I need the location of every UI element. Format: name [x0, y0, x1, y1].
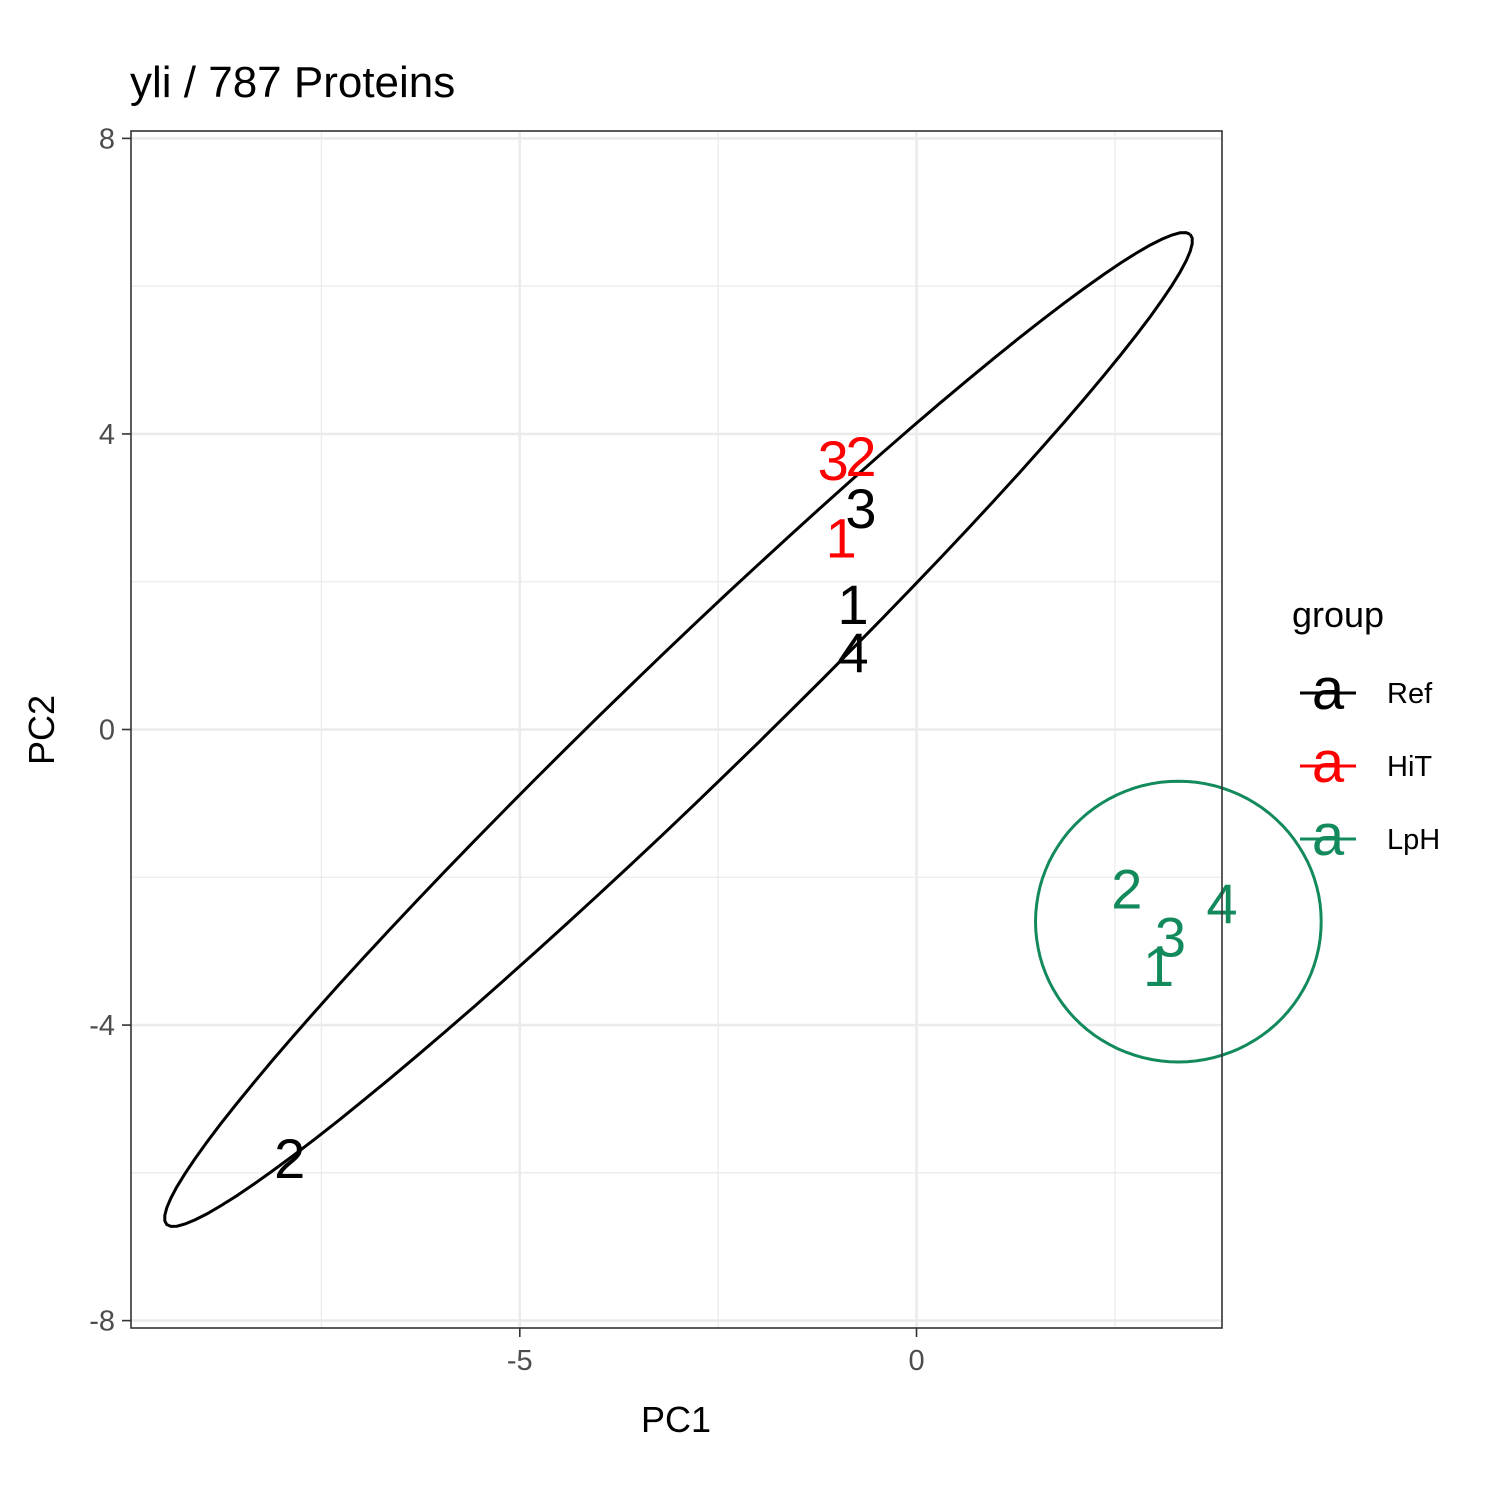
point-label-lph: 2: [1111, 857, 1142, 920]
legend-title: group: [1292, 594, 1384, 635]
y-tick-label: -8: [89, 1306, 115, 1338]
x-axis-title: PC1: [641, 1399, 711, 1440]
legend-key-glyph: a: [1312, 803, 1345, 868]
legend-label: LpH: [1387, 824, 1440, 856]
x-tick-label: 0: [908, 1345, 924, 1377]
ellipse-ref: [163, 231, 1194, 1228]
point-label-hit: 1: [826, 506, 857, 569]
point-label-ref: 2: [274, 1127, 305, 1190]
y-tick-label: 8: [99, 123, 115, 155]
legend-item-hit: a HiT: [1300, 730, 1432, 795]
point-label-ref: 3: [845, 477, 876, 540]
chart-title: yli / 787 Proteins: [130, 58, 455, 107]
legend-item-lph: a LpH: [1300, 803, 1440, 868]
y-axis-title: PC2: [21, 695, 62, 765]
legend: group a Ref a HiT a LpH: [1292, 594, 1440, 868]
x-axis: -5 0: [507, 1328, 925, 1377]
legend-label: HiT: [1387, 751, 1432, 783]
x-tick-label: -5: [507, 1345, 533, 1377]
group-ellipses: [163, 231, 1323, 1228]
y-axis: -8 -4 0 4 8: [89, 123, 131, 1338]
y-tick-label: 4: [99, 419, 115, 451]
point-label-lph: 1: [1143, 935, 1174, 998]
point-label-ref: 4: [837, 621, 868, 684]
point-label-lph: 3: [1155, 905, 1186, 968]
y-tick-label: -4: [89, 1010, 115, 1042]
legend-item-ref: a Ref: [1300, 657, 1433, 722]
point-label-hit: 3: [818, 429, 849, 492]
legend-key-glyph: a: [1312, 730, 1345, 795]
point-label-hit: 2: [845, 425, 876, 488]
point-label-ref: 1: [837, 573, 868, 636]
legend-key-glyph: a: [1312, 657, 1345, 722]
y-tick-label: 0: [99, 715, 115, 747]
ellipse-lph: [1033, 779, 1323, 1064]
legend-label: Ref: [1387, 678, 1433, 710]
major-gridlines: [131, 131, 1222, 1328]
